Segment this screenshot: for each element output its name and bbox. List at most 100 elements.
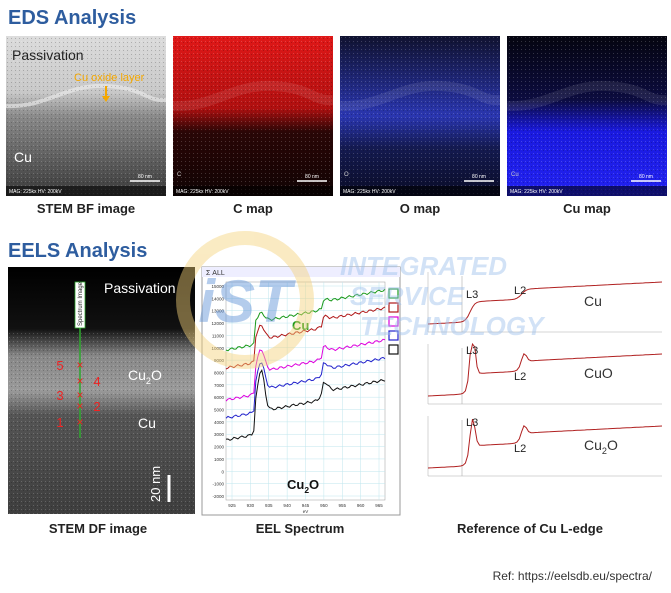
spectrum-curve xyxy=(225,288,386,352)
point-label: 4 xyxy=(93,374,100,389)
y-tick-label: 10000 xyxy=(211,346,224,351)
material-label-sub: 2 xyxy=(602,446,607,456)
eds-panel: MAG: 225kx HV: 200kV 80 nm O xyxy=(339,36,501,196)
section-title: EELS Analysis xyxy=(8,240,147,262)
grain xyxy=(173,36,333,196)
spectrum-curve xyxy=(225,356,386,419)
scan-label-box xyxy=(74,281,86,329)
label-oxide-sub: 2 xyxy=(146,376,151,386)
spectrum-curve xyxy=(225,306,386,370)
scale-label: 80 nm xyxy=(138,174,152,180)
label-passivation: Passivation xyxy=(12,47,84,63)
label-oxide: Cu oxide layer xyxy=(74,72,145,84)
point-label: 1 xyxy=(56,415,63,430)
point-label: 3 xyxy=(56,388,63,403)
legend-swatch xyxy=(388,316,399,327)
info-bar xyxy=(340,186,500,196)
logo-text: iST xyxy=(198,268,296,335)
edge-label: L3 xyxy=(466,417,478,429)
material-label: Cu2O xyxy=(584,437,618,456)
grain xyxy=(6,36,166,196)
panel-header-text: Σ ALL xyxy=(206,270,225,277)
reference-curve xyxy=(427,342,663,397)
reference-note: Ref: https://eelsdb.eu/spectra/ xyxy=(493,569,653,583)
y-tick-label: 4000 xyxy=(214,420,225,425)
x-tick-label: 935 xyxy=(265,503,273,508)
material-label-base: Cu xyxy=(584,293,602,309)
point-label: 2 xyxy=(93,399,100,414)
info-bar xyxy=(6,186,166,196)
point-marker: × xyxy=(76,358,83,372)
logo-ring xyxy=(176,231,314,369)
map-badge: Cu xyxy=(511,172,519,178)
y-tick-label: 3000 xyxy=(214,432,225,437)
map-badge: C xyxy=(177,172,182,178)
point-marker: × xyxy=(76,374,83,388)
map-badge: O xyxy=(344,172,349,178)
panel-header xyxy=(202,267,400,277)
eel-spectrum: Σ ALL15000140001300012000110001000090008… xyxy=(201,266,401,516)
y-tick-label: 12000 xyxy=(211,321,224,326)
panel-caption: Cu map xyxy=(563,201,611,216)
material-label-rest: O xyxy=(607,437,618,453)
info: MAG: 225kx HV: 200kV xyxy=(510,189,563,195)
reference-curve xyxy=(427,281,663,325)
legend-swatch xyxy=(388,330,399,341)
x-tick-label: 955 xyxy=(338,503,346,508)
x-tick-label: 945 xyxy=(302,503,310,508)
y-tick-label: -1000 xyxy=(212,482,224,487)
curve-label-bottom: Cu2O xyxy=(287,477,319,495)
x-tick-label: 950 xyxy=(320,503,328,508)
grain xyxy=(8,330,195,514)
eds-section: EDS Analysis MAG: 225kx HV: 200kV 80 nm Pas… xyxy=(5,7,668,216)
label-cu: Cu xyxy=(138,415,156,431)
info: MAG: 225kx HV: 200kV xyxy=(343,189,396,195)
curve-label-bottom-rest: O xyxy=(309,477,319,492)
y-tick-label: 6000 xyxy=(214,395,225,400)
label-oxide: Cu2O xyxy=(128,367,162,386)
watermark-line: SERVICE xyxy=(350,281,465,311)
panel-caption: C map xyxy=(233,201,273,216)
scan-label: Spectrum Image xyxy=(78,281,84,326)
label-oxide-base: Cu xyxy=(128,367,146,383)
material-label: Cu xyxy=(584,293,602,309)
grain xyxy=(340,36,500,196)
spectrum-curve xyxy=(225,338,386,402)
section-title: EDS Analysis xyxy=(8,7,136,29)
eds-panel: MAG: 225kx HV: 200kV 80 nm C xyxy=(172,36,334,196)
y-tick-label: 2000 xyxy=(214,445,225,450)
y-tick-label: 5000 xyxy=(214,408,225,413)
y-tick-label: 0 xyxy=(221,469,224,474)
edge-label: L2 xyxy=(514,285,526,297)
x-tick-label: 925 xyxy=(228,503,236,508)
x-tick-label: 940 xyxy=(283,503,291,508)
x-tick-label: 930 xyxy=(247,503,255,508)
x-tick-label: 960 xyxy=(357,503,365,508)
curve-label-top: Cu xyxy=(292,318,309,333)
y-tick-label: 1000 xyxy=(214,457,225,462)
grain xyxy=(507,36,667,196)
eds-panel: MAG: 225kx HV: 200kV 80 nm Passivation Cu o… xyxy=(5,36,167,196)
panel-caption: Reference of Cu L-edge xyxy=(457,521,603,536)
info-bar xyxy=(173,186,333,196)
eds-panel: MAG: 225kx HV: 200kV 80 nm Cu xyxy=(506,36,668,196)
point-label: 5 xyxy=(56,358,63,373)
y-tick-label: 13000 xyxy=(211,309,224,314)
info: MAG: 225kx HV: 200kV xyxy=(9,189,62,195)
watermark-line: INTEGRATED xyxy=(340,251,507,281)
y-tick-label: 7000 xyxy=(214,383,225,388)
material-label-base: Cu xyxy=(584,437,602,453)
info: MAG: 225kx HV: 200kV xyxy=(176,189,229,195)
spectrum-curve xyxy=(225,369,386,441)
curve-label-bottom-sub: 2 xyxy=(304,485,309,495)
edge-label: L3 xyxy=(466,289,478,301)
material-label: CuO xyxy=(584,365,613,381)
scale-label: 80 nm xyxy=(639,174,653,180)
edge-label: L3 xyxy=(466,345,478,357)
point-marker: × xyxy=(76,399,83,413)
y-tick-label: 15000 xyxy=(211,284,224,289)
